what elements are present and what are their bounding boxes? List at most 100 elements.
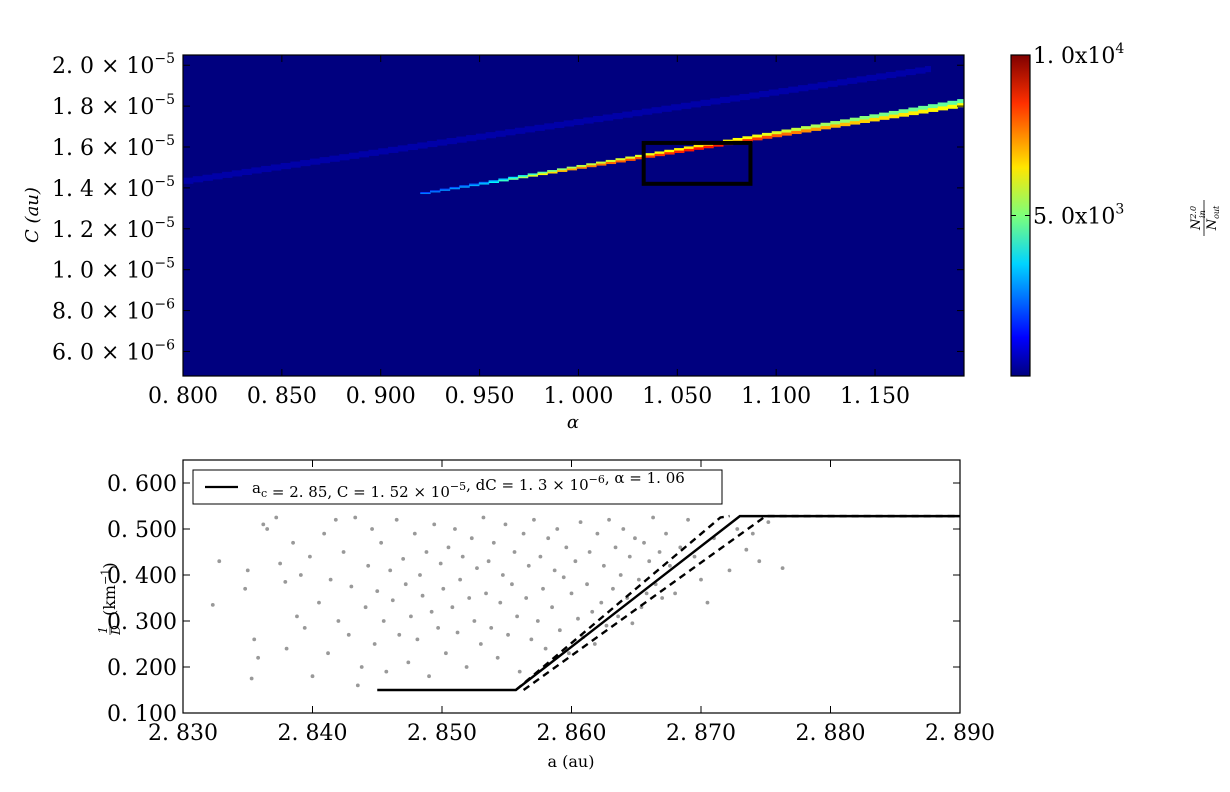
scatter-point (298, 573, 303, 577)
y-tick-label: 0. 200 (107, 656, 177, 681)
scatter-points (210, 515, 785, 688)
x-tick-label: 0. 900 (346, 384, 416, 409)
scatter-point (633, 536, 637, 541)
scatter-point (420, 593, 425, 598)
x-tick-label: 1. 150 (840, 384, 910, 409)
scatter-point (261, 522, 266, 527)
y-tick-label: 2. 0 × 10−5 (52, 51, 175, 79)
scatter-point (735, 527, 740, 531)
scatter-point (394, 517, 399, 522)
scatter-point (498, 600, 503, 605)
scatter-point (310, 674, 315, 679)
scatter-point (642, 540, 646, 545)
heatmap-cell (869, 117, 880, 122)
scatter-point (467, 596, 472, 600)
scatter-point (515, 614, 520, 619)
scatter-point (561, 575, 566, 580)
heatmap-panel: 0. 800 0. 850 0. 900 0. 950 1. 000 1. 050 1. 1… (22, 41, 1221, 433)
x-tick-label: 1. 100 (741, 384, 811, 409)
heatmap-cell (222, 171, 233, 178)
heatmap-cell (231, 170, 243, 177)
heatmap-cell (683, 146, 695, 150)
heatmap-cell (573, 118, 584, 126)
heatmap-cell (459, 185, 470, 187)
scatter-point (744, 547, 749, 552)
heatmap-cell (430, 191, 441, 193)
heatmap-y-ticks: 6. 0 × 10−6 8. 0 × 10−6 1. 0 × 10−5 1. 2 × … (52, 51, 964, 365)
scatter-point (406, 660, 411, 665)
heatmap-cell (778, 88, 789, 95)
scatter-point (578, 520, 583, 524)
heatmap-cell (635, 154, 646, 158)
scatter-point (256, 655, 261, 660)
heatmap-cell (742, 136, 753, 140)
heatmap-cell (801, 126, 812, 130)
heatmap-cell (368, 149, 379, 156)
y-label-fraction-den: D (109, 625, 123, 636)
heatmap-cell (556, 168, 568, 171)
scatter-point (564, 545, 569, 550)
y-tick-label: 0. 600 (107, 472, 177, 497)
scatter-point (495, 655, 500, 660)
scatter-point (484, 591, 488, 596)
scatter-point (450, 605, 455, 610)
scatter-point (353, 515, 358, 520)
colorbar-ticks: 5. 0x103 1. 0x104 (1011, 41, 1124, 230)
heatmap-cell (693, 147, 704, 150)
scatter-point (274, 515, 279, 520)
scatter-point (532, 517, 536, 522)
heatmap-cell (309, 158, 321, 165)
scatter-point (397, 632, 402, 637)
scatter-point (333, 517, 338, 522)
heatmap-x-ticks: 0. 800 0. 850 0. 900 0. 950 1. 000 1. 050 1. 1… (148, 55, 910, 409)
scatter-point (657, 550, 662, 554)
heatmap-cell (632, 110, 643, 117)
scatter-point (766, 520, 771, 524)
heatmap-cell (908, 107, 919, 112)
scatter-point (443, 651, 448, 656)
scatter-point (390, 598, 395, 603)
heatmap-cell (280, 162, 291, 170)
x-tick-label: 2. 850 (407, 721, 477, 746)
scatter-y-ticks: 0. 100 0. 200 0. 300 0. 400 0. 500 0. 600 (107, 472, 960, 727)
heatmap-cell (605, 159, 617, 163)
scatter-point (379, 540, 384, 545)
heatmap-cell (339, 154, 350, 161)
scatter-point (370, 527, 374, 531)
heatmap-cell (583, 117, 594, 124)
heatmap-cell (508, 176, 519, 179)
heatmap-cell (644, 155, 656, 158)
scatter-point (512, 550, 517, 554)
scatter-point (415, 637, 420, 642)
heatmap-cell (827, 80, 838, 87)
scatter-point (585, 582, 589, 587)
heatmap-cell (547, 170, 558, 173)
heatmap-cell (807, 83, 819, 90)
scatter-point (541, 586, 545, 591)
heatmap-cell (856, 76, 867, 83)
model-line-dashed (522, 514, 960, 691)
x-tick-label: 1. 050 (642, 384, 712, 409)
scatter-point (366, 563, 371, 568)
heatmap-cell (680, 102, 692, 109)
scatter-point (472, 619, 477, 623)
scatter-point (438, 561, 443, 566)
scatter-point (460, 554, 465, 559)
heatmap-cell (485, 132, 496, 139)
y-tick-label: 0. 300 (107, 610, 177, 635)
colorbar-label-den-sub: out (1212, 205, 1221, 219)
heatmap-cell (261, 165, 272, 173)
heatmap-cell (849, 121, 861, 125)
colorbar-tick-label: 5. 0x103 (1033, 202, 1124, 230)
scatter-point (727, 568, 732, 573)
scatter-point (506, 632, 510, 637)
heatmap-cell (905, 68, 916, 76)
heatmap-cell (849, 117, 861, 122)
x-tick-label: 2. 860 (537, 721, 607, 746)
scatter-point (429, 609, 434, 614)
scatter-point (217, 559, 222, 564)
y-tick-label: 0. 100 (107, 702, 177, 727)
scatter-point (341, 550, 346, 554)
heatmap-cell (771, 131, 783, 135)
